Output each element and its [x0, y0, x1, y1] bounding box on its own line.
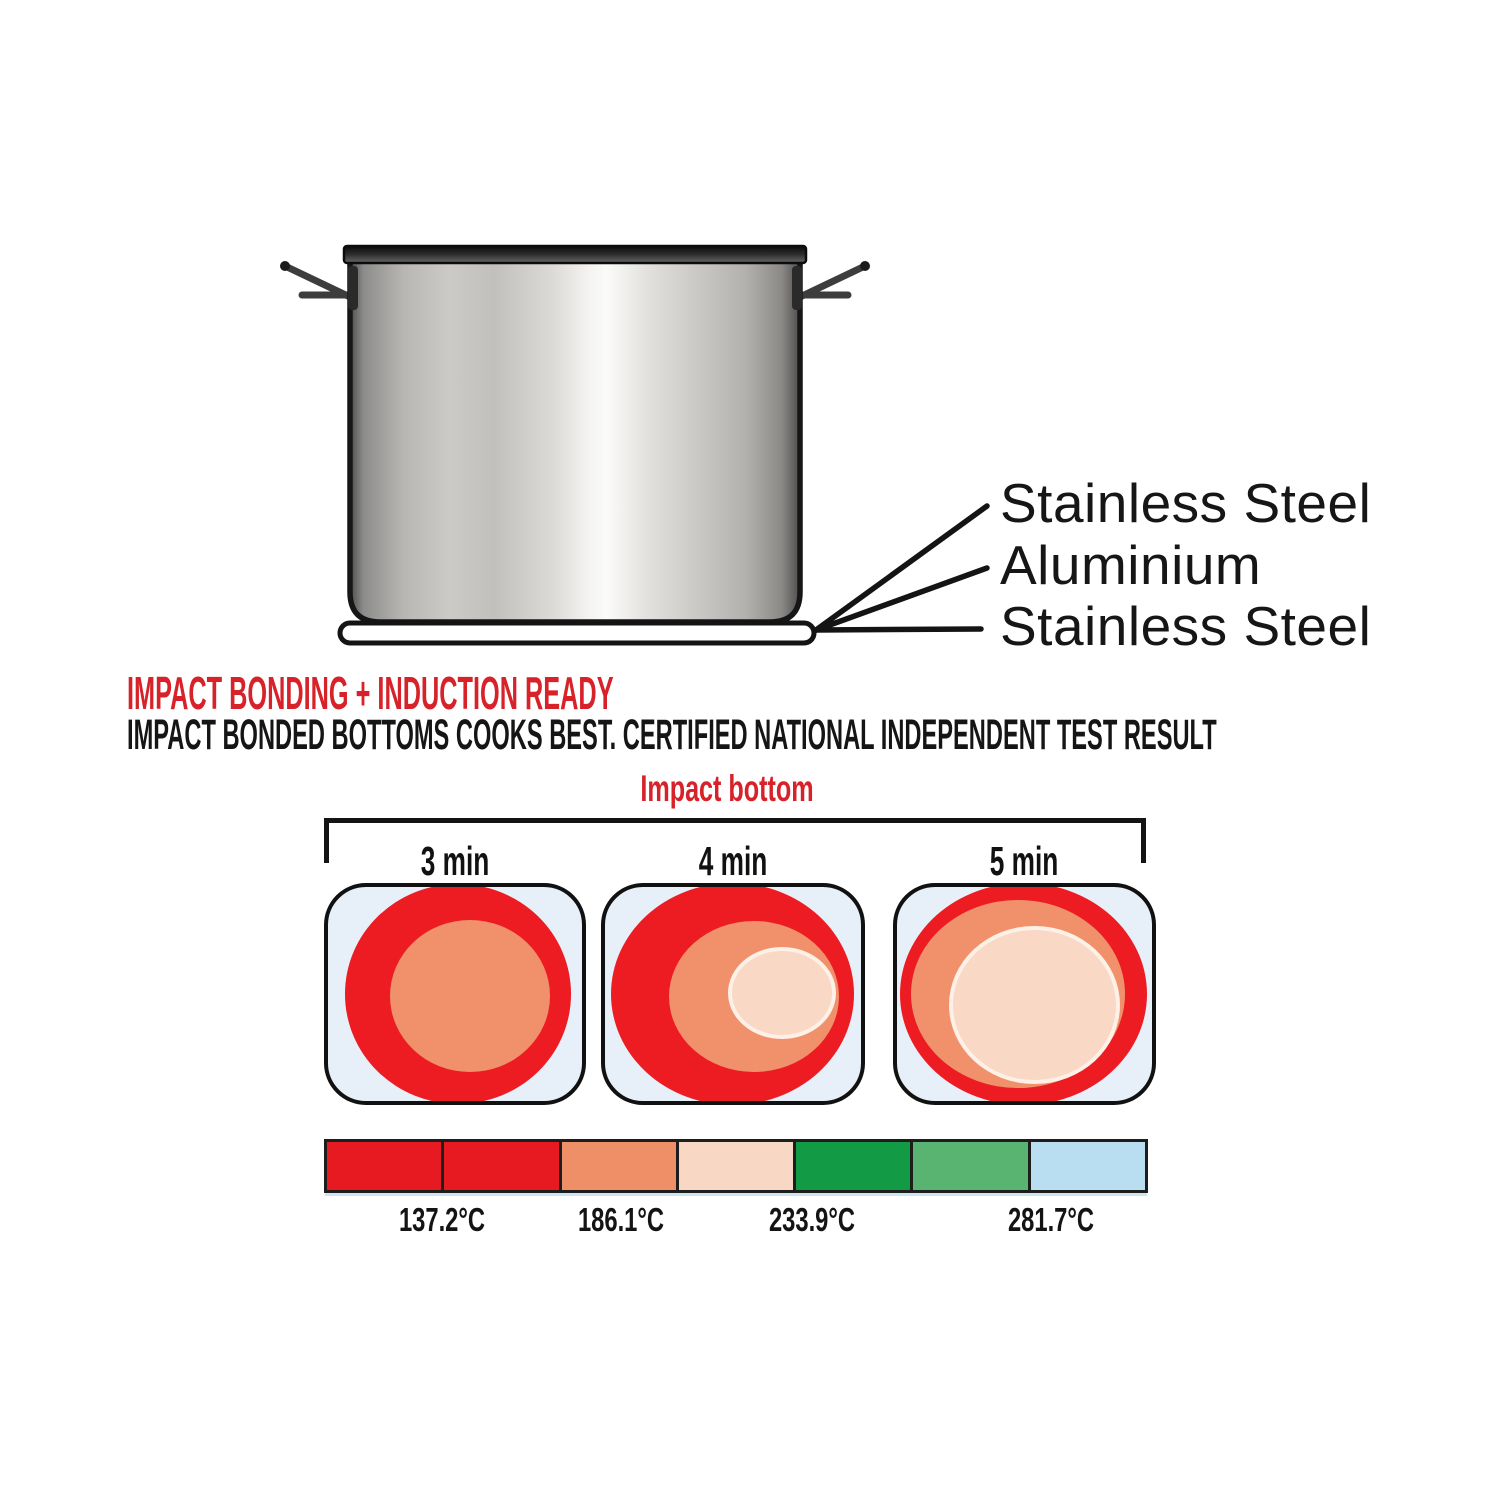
scale-cell [678, 1142, 797, 1190]
pot-handle-right [790, 261, 870, 301]
scale-cell [561, 1142, 679, 1190]
scale-cell [327, 1142, 445, 1190]
temp-label-text: 137.2°C [398, 1201, 486, 1238]
bracket-label-text: Impact bottom [640, 768, 814, 809]
temp-label-1: 137.2°C [382, 1203, 502, 1236]
heat-panel-4min [601, 883, 865, 1105]
heat-panel-5min [893, 883, 1156, 1105]
temp-label-2: 186.1°C [561, 1203, 681, 1236]
temp-label-4: 281.7°C [991, 1203, 1111, 1236]
pot-rim [342, 244, 808, 265]
time-label-text: 3 min [420, 838, 490, 884]
pot-handle-left [280, 261, 360, 301]
subheadline: IMPACT BONDED BOTTOMS COOKS BEST. CERTIF… [127, 714, 1500, 757]
pot-base-disc [337, 620, 817, 646]
pot-body [347, 247, 803, 625]
bracket [324, 818, 1146, 863]
time-label-5min: 5 min [970, 841, 1077, 882]
time-label-text: 4 min [698, 838, 768, 884]
heat-panel-3min [324, 883, 586, 1105]
scale-cell [913, 1142, 1031, 1190]
heat-zone-hottest [727, 946, 837, 1040]
time-label-text: 5 min [989, 838, 1059, 884]
callout-lines [813, 503, 990, 633]
temperature-scale-bar [324, 1139, 1148, 1193]
temp-label-text: 281.7°C [1007, 1201, 1095, 1238]
layer-label-aluminium: Aluminium [1000, 534, 1262, 596]
time-label-4min: 4 min [679, 841, 786, 882]
pot-handle-mount-left [348, 266, 358, 310]
headline: IMPACT BONDING + INDUCTION READY [127, 670, 1012, 716]
scale-cell [796, 1142, 914, 1190]
layer-label-stainless-bottom: Stainless Steel [1000, 595, 1372, 657]
bracket-label: Impact bottom [600, 770, 855, 807]
heat-zone-hottest [949, 925, 1121, 1084]
layer-label-stainless-top: Stainless Steel [1000, 472, 1372, 534]
headline-text: IMPACT BONDING + INDUCTION READY [127, 667, 614, 719]
time-label-3min: 3 min [401, 841, 508, 882]
subheadline-text: IMPACT BONDED BOTTOMS COOKS BEST. CERTIF… [127, 711, 1217, 759]
pot-handle-mount-right [792, 266, 802, 310]
temp-label-3: 233.9°C [752, 1203, 872, 1236]
temp-label-text: 186.1°C [577, 1201, 665, 1238]
scale-cell [444, 1142, 562, 1190]
scale-cell [1030, 1142, 1145, 1190]
temp-label-text: 233.9°C [768, 1201, 856, 1238]
heat-zone-warm [390, 919, 551, 1072]
